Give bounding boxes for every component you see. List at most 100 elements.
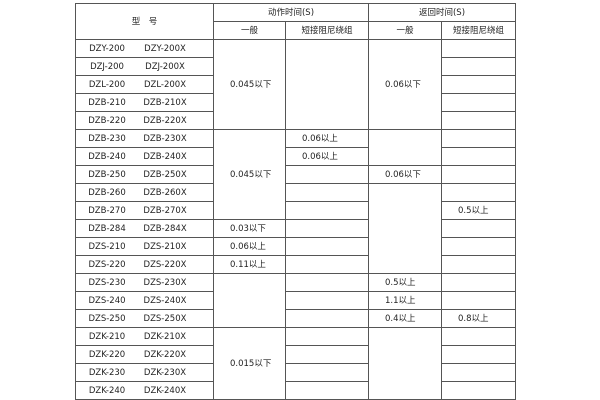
model-name: DZB-270 (88, 205, 126, 216)
model-name: DZS-220X (143, 259, 187, 270)
value-cell (285, 219, 369, 238)
value-cell (285, 381, 369, 400)
model-name: DZY-200X (144, 43, 186, 54)
model-name: DZB-260 (88, 187, 126, 198)
model-name: DZB-250X (143, 169, 187, 180)
model-name: DZS-230 (88, 277, 126, 288)
value-cell (285, 201, 369, 220)
value-cell: 0.015以下 (213, 327, 286, 400)
value-cell (441, 219, 516, 238)
model-cell: DZS-210 DZS-210X (75, 237, 214, 256)
model-name: DZB-270X (143, 205, 187, 216)
value-cell (285, 183, 369, 202)
model-name: DZB-240 (88, 151, 126, 162)
data-row: DZS-220 DZS-220X 0.11以上 (75, 255, 516, 274)
model-name: DZB-284X (143, 223, 187, 234)
model-cell: DZB-270 DZB-270X (75, 201, 214, 220)
value-cell (285, 39, 369, 130)
data-row: DZB-284 DZB-284X 0.03以下 (75, 219, 516, 238)
value-cell (285, 309, 369, 328)
value-cell: 0.06以下 (368, 165, 442, 184)
model-name: DZS-210X (143, 241, 187, 252)
value-cell (441, 93, 516, 112)
model-name: DZB-284 (88, 223, 126, 234)
value-cell (213, 273, 286, 328)
model-name: DZS-250 (88, 313, 126, 324)
value-cell (441, 39, 516, 58)
model-name: DZK-210 (88, 331, 126, 342)
value-cell (441, 165, 516, 184)
value-cell (368, 183, 442, 274)
value-cell (441, 111, 516, 130)
value-cell (368, 327, 442, 400)
value-cell (441, 237, 516, 256)
model-cell: DZB-220 DZB-220X (75, 111, 214, 130)
data-row: DZS-210 DZS-210X 0.06以上 (75, 237, 516, 256)
model-name: DZL-200X (143, 79, 187, 90)
model-name: DZB-210X (143, 97, 187, 108)
header-row: 型 号 动作时间(S) 返回时间(S) (75, 3, 516, 40)
model-name: DZS-250X (143, 313, 187, 324)
value-cell (285, 363, 369, 382)
data-row: DZB-260 DZB-260X (75, 183, 516, 274)
value-cell: 0.06以上 (213, 237, 286, 256)
model-cell: DZJ-200 DZJ-200X (75, 57, 214, 76)
value-cell (441, 381, 516, 400)
model-name: DZB-230 (88, 133, 126, 144)
value-cell: 0.5以上 (441, 201, 516, 220)
model-header: 型 号 (75, 3, 214, 40)
model-name: DZK-220 (88, 349, 126, 360)
model-name: DZB-220X (143, 115, 187, 126)
data-row: DZB-250 DZB-250X 0.06以下 (75, 165, 516, 184)
model-name: DZS-230X (143, 277, 187, 288)
data-row: DZK-230 DZK-230X (75, 363, 516, 382)
model-name: DZY-200 (89, 43, 125, 54)
value-cell (441, 75, 516, 94)
model-name: DZB-220 (88, 115, 126, 126)
value-cell (441, 57, 516, 76)
model-name: DZB-250 (88, 169, 126, 180)
value-cell: 0.06以上 (285, 129, 369, 148)
value-cell (285, 255, 369, 274)
data-row: DZK-220 DZK-220X (75, 345, 516, 364)
value-cell (441, 183, 516, 202)
action-header: 动作时间(S) (213, 3, 369, 22)
data-row: DZB-240 DZB-240X 0.06以上 (75, 147, 516, 166)
value-cell (441, 255, 516, 274)
model-cell: DZK-220 DZK-220X (75, 345, 214, 364)
model-cell: DZL-200 DZL-200X (75, 75, 214, 94)
value-cell: 0.03以下 (213, 219, 286, 238)
model-name: DZK-240 (88, 385, 126, 396)
model-name: DZB-260X (143, 187, 187, 198)
value-cell: 0.06以上 (285, 147, 369, 166)
return-header: 返回时间(S) (368, 3, 516, 22)
value-cell (285, 273, 369, 292)
model-name: DZJ-200 (90, 61, 124, 72)
data-row: DZB-210 DZB-210X (75, 93, 516, 112)
model-name: DZL-200 (88, 79, 126, 90)
model-cell: DZB-230 DZB-230X (75, 129, 214, 148)
value-cell (285, 165, 369, 184)
model-cell: DZB-260 DZB-260X (75, 183, 214, 202)
model-name: DZB-230X (143, 133, 187, 144)
sub-header: 短接阻尼绕组 (285, 21, 369, 40)
model-cell: DZK-210 DZK-210X (75, 327, 214, 346)
data-row: DZB-230 DZB-230X 0.045以下 0.06以上 (75, 129, 516, 220)
value-cell (285, 237, 369, 256)
value-cell: 0.045以下 (213, 39, 286, 130)
model-name: DZK-240X (143, 385, 187, 396)
data-row: DZJ-200 DZJ-200X (75, 57, 516, 76)
model-name: DZB-210 (88, 97, 126, 108)
data-row: DZS-230 DZS-230X 0.5以上 (75, 273, 516, 328)
data-row: DZB-270 DZB-270X 0.5以上 (75, 201, 516, 220)
value-cell (285, 327, 369, 346)
value-cell (441, 327, 516, 346)
model-cell: DZB-250 DZB-250X (75, 165, 214, 184)
value-cell: 0.045以下 (213, 129, 286, 220)
data-row: DZS-240 DZS-240X 1.1以上 (75, 291, 516, 310)
model-name: DZS-240X (143, 295, 187, 306)
sub-header: 一般 (368, 21, 442, 40)
model-cell: DZB-210 DZB-210X (75, 93, 214, 112)
value-cell (441, 147, 516, 166)
sub-header: 一般 (213, 21, 286, 40)
